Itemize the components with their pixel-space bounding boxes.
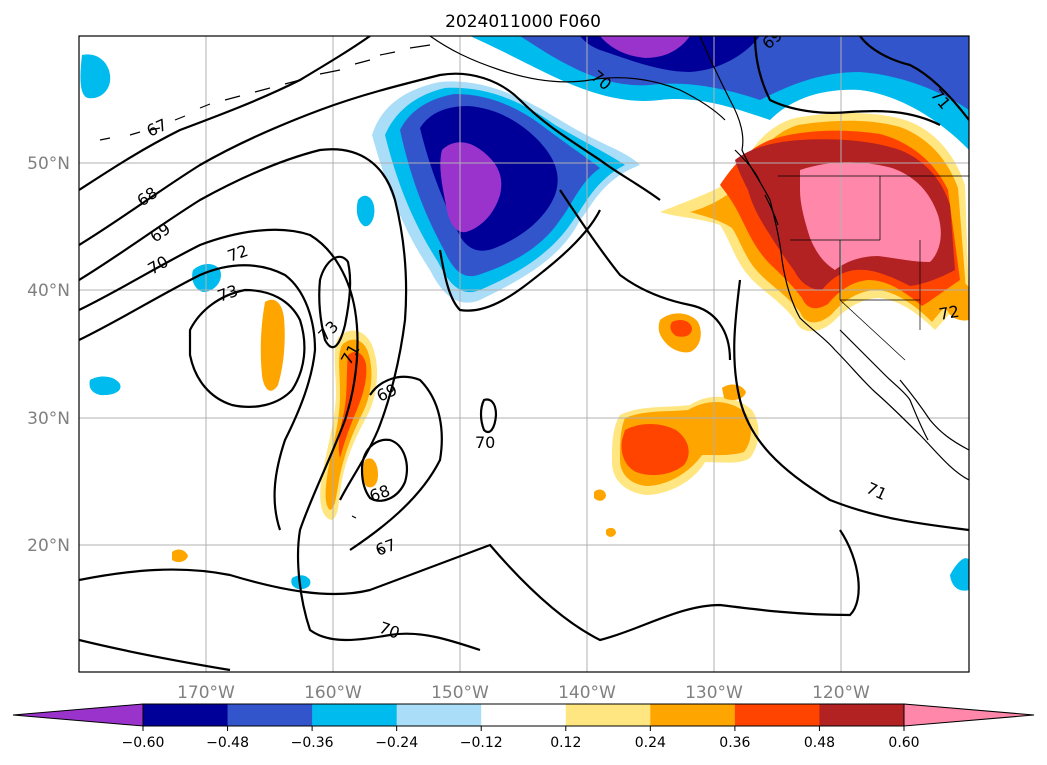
positive-patch-ne-red	[670, 320, 692, 337]
contour-71-east	[349, 375, 443, 551]
contour-70-ne	[859, 36, 969, 121]
colorbar-tick-label: −0.60	[122, 735, 165, 751]
contour-70-mid	[479, 398, 498, 434]
negative-patch-west1	[80, 54, 111, 99]
positive-patch-w3	[172, 549, 188, 563]
positive-patch-s1	[594, 489, 606, 501]
positive-anomaly-pink	[800, 162, 941, 270]
colorbar-tick-label: −0.48	[206, 735, 249, 751]
colorbar: −0.60 −0.48 −0.36 −0.24 −0.12 0.12 0.24 0.36 0.4…	[12, 703, 1035, 751]
contour-70	[79, 228, 481, 652]
negative-patch-west4	[356, 195, 375, 227]
alaska-coast	[429, 36, 726, 121]
negative-patch-west3	[89, 376, 121, 396]
map-panel: 67 68 69 70 72 73 73 71 69 68 70 71 70 6…	[78, 35, 970, 673]
contour-67	[79, 36, 371, 191]
north-america-coast	[699, 36, 969, 481]
positive-patch-s2	[606, 527, 616, 537]
colorbar-tick-label: −0.36	[291, 735, 334, 751]
contour-69	[79, 148, 408, 501]
contour-70-south	[79, 529, 860, 642]
map-frame	[78, 35, 970, 673]
colorbar-outline	[142, 703, 905, 727]
colorbar-tick-label: 0.24	[635, 735, 666, 751]
contour-69-ne	[753, 36, 941, 126]
contour-71-east-big	[733, 279, 969, 532]
state-lines	[790, 176, 921, 361]
contour-south-edge	[79, 638, 231, 672]
lon-label-160w: 160°W	[304, 683, 362, 703]
lon-label-130w: 130°W	[685, 683, 743, 703]
positive-patch-w2	[362, 458, 378, 488]
latitude-labels: 50°N 40°N 30°N 20°N	[27, 154, 70, 556]
anomaly-fills	[80, 36, 969, 591]
colorbar-segment	[481, 704, 567, 726]
colorbar-segment	[227, 704, 313, 726]
stripe-positive-red	[338, 351, 367, 458]
aleutian-islands	[99, 44, 431, 141]
gridlines	[79, 36, 969, 672]
colorbar-tick-label: 0.60	[888, 735, 919, 751]
coastlines	[99, 36, 969, 553]
colorbar-segment	[650, 704, 736, 726]
negative-anomaly-purple	[440, 142, 502, 233]
gulf-california	[899, 379, 969, 451]
colorbar-tick-label: −0.24	[375, 735, 418, 751]
contour-72	[79, 264, 317, 531]
contour-label: 70	[475, 433, 495, 452]
colorbar-tick-label: 0.36	[719, 735, 750, 751]
contour-69-center	[438, 209, 601, 312]
lat-label-40n: 40°N	[27, 281, 70, 301]
bc-islands	[734, 149, 779, 226]
negative-patch-south1	[291, 575, 311, 590]
hawaii	[351, 515, 385, 553]
positive-patch-w1	[260, 299, 285, 391]
lon-label-170w: 170°W	[177, 683, 235, 703]
lon-label-150w: 150°W	[431, 683, 489, 703]
colorbar-extend-high	[903, 703, 1035, 727]
contour-label: 72	[937, 302, 960, 324]
colorbar-extend-low	[12, 703, 144, 727]
lat-label-50n: 50°N	[27, 154, 70, 174]
contour-73b	[318, 255, 352, 349]
longitude-labels: 170°W 160°W 150°W 140°W 130°W 120°W	[177, 683, 870, 703]
contour-68-small	[360, 438, 408, 502]
colorbar-segment	[312, 704, 398, 726]
contour-73	[188, 288, 306, 408]
colorbar-segment	[819, 704, 905, 726]
colorbar-segment	[396, 704, 482, 726]
colorbar-segment	[734, 704, 820, 726]
contour-68	[79, 72, 661, 246]
colorbar-tick-label: −0.12	[460, 735, 503, 751]
height-contours	[79, 36, 969, 672]
lon-label-140w: 140°W	[558, 683, 616, 703]
lat-label-20n: 20°N	[27, 536, 70, 556]
colorbar-segment	[565, 704, 651, 726]
colorbar-tick-label: 0.48	[804, 735, 835, 751]
colorbar-segment	[143, 704, 229, 726]
negative-patch-se	[950, 558, 969, 591]
positive-patch-e2	[945, 283, 969, 321]
map-title: 2024011000 F060	[445, 12, 601, 32]
lon-label-120w: 120°W	[812, 683, 870, 703]
central-positive-red	[621, 424, 689, 476]
lat-label-30n: 30°N	[27, 409, 70, 429]
gulf-negative-purple	[600, 36, 690, 58]
baja-coast	[839, 329, 929, 441]
colorbar-tick-label: 0.12	[550, 735, 581, 751]
